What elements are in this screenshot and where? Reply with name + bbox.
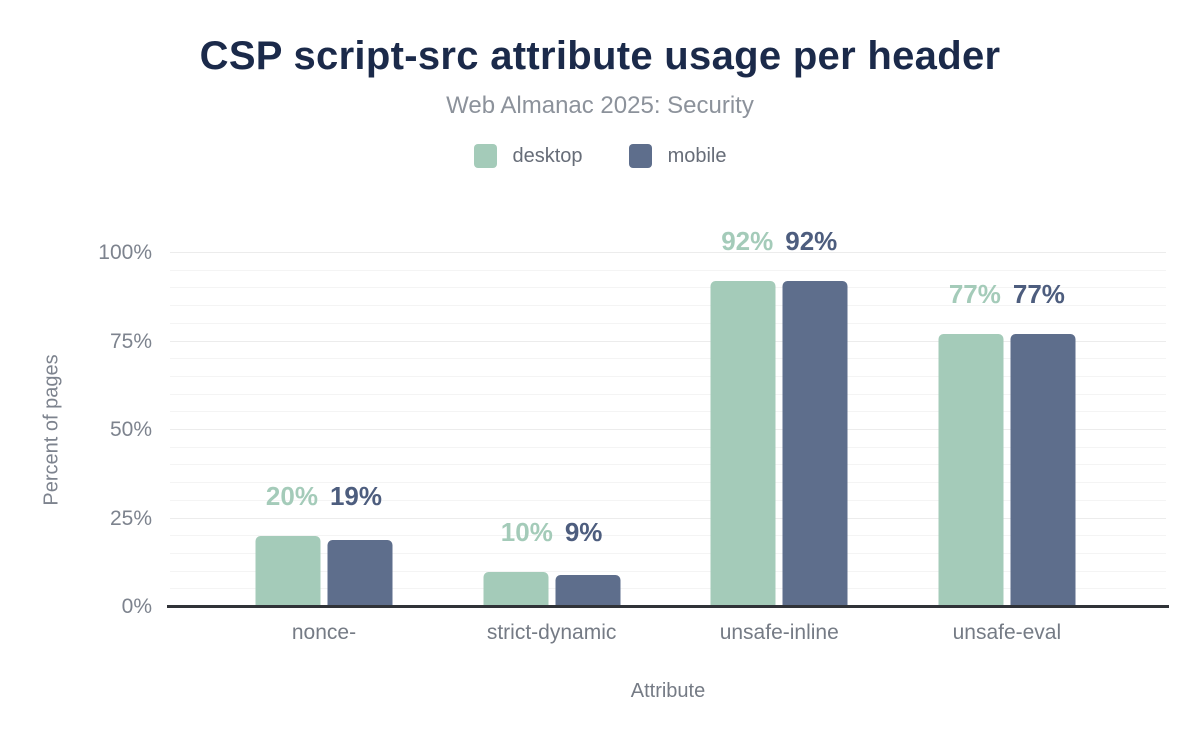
- x-axis-line: [167, 605, 1169, 608]
- x-axis-title: Attribute: [630, 680, 706, 702]
- x-tick-nonce-: nonce-: [291, 621, 357, 644]
- legend-swatch-desktop: [473, 144, 497, 168]
- gridline-100: [170, 252, 1166, 253]
- bar-desktop-unsafe-eval: [938, 334, 1004, 607]
- gridline-5: [170, 588, 1166, 590]
- gridline-80: [170, 322, 1166, 324]
- chart-title: CSP script-src attribute usage per heade…: [199, 34, 1001, 78]
- legend-item-mobile: mobile: [628, 144, 727, 168]
- gridline-10: [170, 570, 1166, 572]
- x-axis-ticks: nonce-strict-dynamic unsafe-inline unsafe-…: [170, 621, 1166, 649]
- gridline-55: [170, 411, 1166, 413]
- bar-group-nonce-: 20% 19%: [255, 483, 393, 607]
- gridline-65: [170, 375, 1166, 377]
- x-tick-unsafe-eval: unsafe-eval: [952, 621, 1062, 644]
- gridline-60: [170, 393, 1166, 395]
- data-label-desktop-strict-dynamic: 10%: [500, 516, 553, 547]
- gridline-50: [170, 429, 1166, 430]
- y-tick-25: 25%: [109, 506, 152, 530]
- gridline-25: [170, 517, 1166, 519]
- bar-group-unsafe-eval: 77% 77%: [938, 281, 1076, 607]
- gridline-85: [170, 305, 1166, 307]
- gridline-20: [170, 535, 1166, 537]
- bar-group-strict-dynamic: 10% 9%: [483, 519, 621, 607]
- gridline-70: [170, 358, 1166, 360]
- legend: desktop mobile: [0, 144, 1200, 168]
- gridline-30: [170, 499, 1166, 501]
- bar-mobile-nonce-: [327, 539, 393, 607]
- legend-swatch-mobile: [628, 144, 652, 168]
- bar-desktop-strict-dynamic: [483, 571, 549, 607]
- data-label-desktop-nonce-: 20%: [265, 481, 318, 512]
- data-label-mobile-nonce-: 19%: [329, 481, 383, 512]
- data-label-unsafe-eval: 77% 77%: [949, 281, 1065, 307]
- data-label-nonce-: 20% 19%: [266, 483, 382, 509]
- data-label-desktop-unsafe-eval: 77%: [948, 279, 1001, 310]
- gridline-15: [170, 552, 1166, 554]
- gridline-90: [170, 287, 1166, 289]
- bar-desktop-nonce-: [255, 536, 321, 607]
- plot-area: 20% 19% 10% 9% 92% 92% 77% 77%: [167, 228, 1169, 608]
- y-axis-ticks: 0% 25% 50% 75% 100%: [0, 241, 152, 618]
- y-tick-75: 75%: [109, 329, 152, 353]
- data-label-unsafe-inline: 92% 92%: [721, 228, 837, 254]
- data-label-strict-dynamic: 10% 9%: [501, 519, 603, 545]
- chart-subtitle: Web Almanac 2025: Security: [446, 92, 754, 119]
- data-label-mobile-unsafe-eval: 77%: [1012, 279, 1065, 310]
- legend-label-desktop: desktop: [512, 144, 583, 167]
- bar-desktop-unsafe-inline: [710, 281, 776, 607]
- gridline-95: [170, 269, 1166, 271]
- gridline-45: [170, 446, 1166, 448]
- y-tick-100: 100%: [98, 241, 152, 264]
- data-label-mobile-unsafe-inline: 92%: [785, 226, 838, 257]
- gridline-40: [170, 464, 1166, 466]
- x-tick-strict-dynamic: strict-dynamic: [486, 621, 617, 644]
- x-tick-unsafe-inline: unsafe-inline: [719, 621, 839, 644]
- y-tick-50: 50%: [109, 418, 152, 441]
- bar-group-unsafe-inline: 92% 92%: [710, 228, 848, 607]
- bar-mobile-unsafe-inline: [782, 281, 848, 607]
- legend-label-mobile: mobile: [667, 144, 727, 167]
- legend-item-desktop: desktop: [473, 144, 583, 168]
- bar-mobile-strict-dynamic: [555, 575, 621, 607]
- gridline-35: [170, 482, 1166, 484]
- gridline-75: [170, 340, 1166, 342]
- bar-mobile-unsafe-eval: [1010, 334, 1076, 607]
- data-label-desktop-unsafe-inline: 92%: [721, 226, 774, 257]
- y-tick-0: 0%: [121, 595, 152, 618]
- data-label-mobile-strict-dynamic: 9%: [564, 516, 603, 547]
